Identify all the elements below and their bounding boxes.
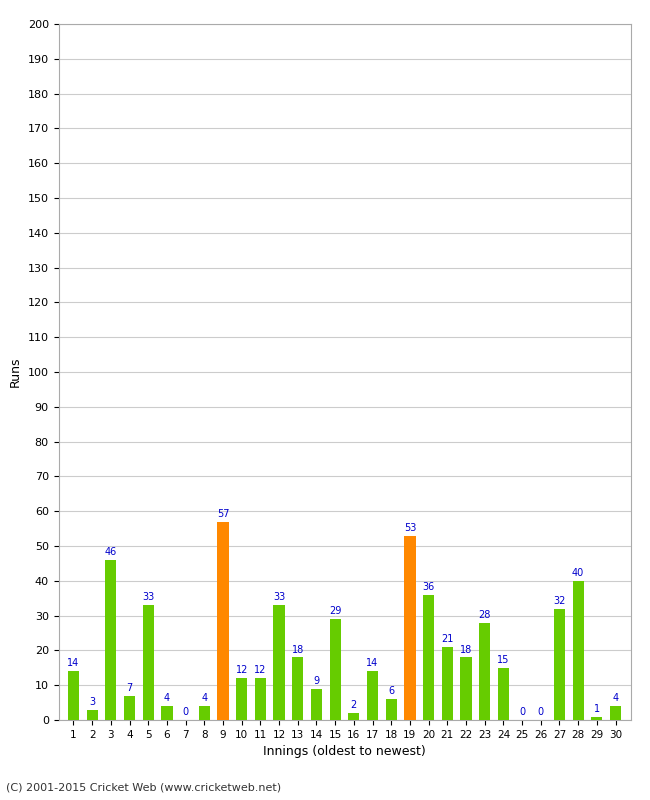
Text: 1: 1 <box>594 704 600 714</box>
Bar <box>404 535 415 720</box>
Text: 53: 53 <box>404 522 416 533</box>
Text: 12: 12 <box>235 666 248 675</box>
Bar <box>161 706 172 720</box>
Bar <box>274 605 285 720</box>
Bar <box>86 710 98 720</box>
Bar <box>255 678 266 720</box>
Text: 0: 0 <box>538 707 544 718</box>
Bar <box>423 594 434 720</box>
Bar <box>311 689 322 720</box>
Bar <box>348 713 359 720</box>
Text: 4: 4 <box>612 694 619 703</box>
X-axis label: Innings (oldest to newest): Innings (oldest to newest) <box>263 746 426 758</box>
Bar <box>142 605 154 720</box>
Text: 0: 0 <box>519 707 525 718</box>
Text: 4: 4 <box>202 694 207 703</box>
Text: 15: 15 <box>497 655 510 665</box>
Bar <box>442 647 453 720</box>
Bar <box>385 699 397 720</box>
Bar <box>367 671 378 720</box>
Bar <box>330 619 341 720</box>
Bar <box>610 706 621 720</box>
Bar <box>554 609 565 720</box>
Text: 14: 14 <box>367 658 379 669</box>
Bar <box>105 560 116 720</box>
Y-axis label: Runs: Runs <box>9 357 22 387</box>
Text: 57: 57 <box>216 509 229 519</box>
Bar <box>292 658 304 720</box>
Text: 4: 4 <box>164 694 170 703</box>
Text: 6: 6 <box>388 686 395 696</box>
Bar <box>68 671 79 720</box>
Bar <box>236 678 247 720</box>
Bar <box>498 668 509 720</box>
Text: 0: 0 <box>183 707 188 718</box>
Text: 7: 7 <box>126 683 133 693</box>
Text: 12: 12 <box>254 666 266 675</box>
Text: 18: 18 <box>292 645 304 654</box>
Text: 32: 32 <box>553 596 566 606</box>
Text: 28: 28 <box>478 610 491 620</box>
Text: 36: 36 <box>422 582 435 592</box>
Text: 14: 14 <box>68 658 79 669</box>
Text: 33: 33 <box>142 592 154 602</box>
Bar <box>479 622 490 720</box>
Bar <box>592 717 603 720</box>
Bar <box>124 696 135 720</box>
Bar <box>573 581 584 720</box>
Text: 46: 46 <box>105 547 117 557</box>
Text: 33: 33 <box>273 592 285 602</box>
Text: 29: 29 <box>329 606 341 616</box>
Text: 2: 2 <box>351 700 357 710</box>
Text: 18: 18 <box>460 645 472 654</box>
Text: 3: 3 <box>89 697 95 706</box>
Bar <box>460 658 472 720</box>
Text: 40: 40 <box>572 568 584 578</box>
Bar <box>199 706 210 720</box>
Text: (C) 2001-2015 Cricket Web (www.cricketweb.net): (C) 2001-2015 Cricket Web (www.cricketwe… <box>6 782 281 792</box>
Text: 9: 9 <box>313 676 320 686</box>
Bar <box>217 522 229 720</box>
Text: 21: 21 <box>441 634 454 644</box>
